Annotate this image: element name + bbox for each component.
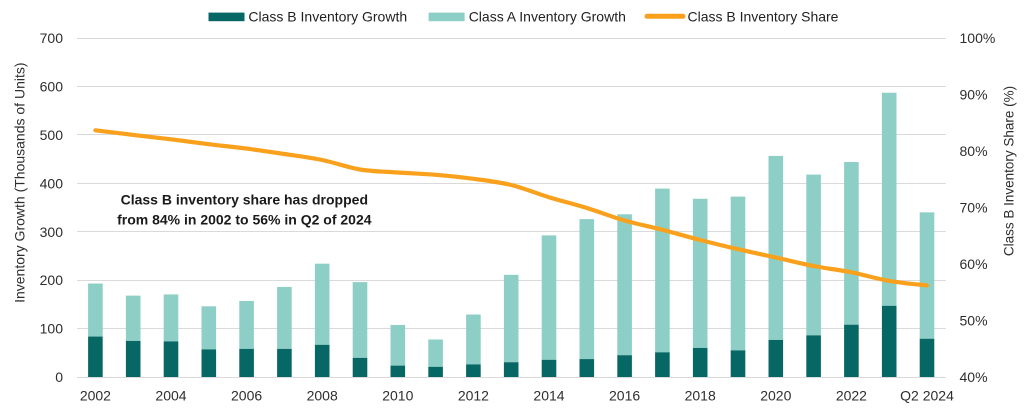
svg-text:50%: 50% [960,313,988,329]
svg-text:2006: 2006 [231,388,262,404]
svg-text:40%: 40% [960,369,988,385]
svg-text:2002: 2002 [80,388,111,404]
svg-text:2010: 2010 [382,388,413,404]
svg-text:from 84% in 2002 to 56% in Q2: from 84% in 2002 to 56% in Q2 of 2024 [117,211,372,227]
svg-text:Inventory Growth (Thousands of: Inventory Growth (Thousands of Units) [12,62,28,302]
svg-text:60%: 60% [960,256,988,272]
svg-text:500: 500 [40,127,64,143]
svg-text:80%: 80% [960,143,988,159]
svg-text:Class B inventory share has dr: Class B inventory share has dropped [121,191,368,207]
svg-text:2020: 2020 [760,388,791,404]
svg-text:2014: 2014 [533,388,564,404]
svg-text:2018: 2018 [685,388,716,404]
svg-text:2016: 2016 [609,388,640,404]
svg-text:Class B Inventory Growth: Class B Inventory Growth [248,9,407,25]
svg-text:90%: 90% [960,87,988,103]
svg-text:Class B Inventory Share (%): Class B Inventory Share (%) [1002,86,1017,256]
svg-text:2012: 2012 [458,388,489,404]
svg-text:2008: 2008 [307,388,338,404]
svg-text:300: 300 [40,224,64,240]
svg-text:100: 100 [40,321,64,337]
svg-text:2022: 2022 [836,388,867,404]
svg-text:70%: 70% [960,200,988,216]
svg-text:Q2 2024: Q2 2024 [900,388,954,404]
svg-text:400: 400 [40,175,64,191]
svg-text:Class A Inventory Growth: Class A Inventory Growth [469,9,626,25]
svg-text:Class B Inventory Share: Class B Inventory Share [688,9,839,25]
svg-text:0: 0 [55,369,63,385]
svg-text:600: 600 [40,79,64,95]
svg-text:700: 700 [40,30,64,46]
svg-text:100%: 100% [960,30,996,46]
svg-text:200: 200 [40,272,64,288]
svg-text:2004: 2004 [155,388,186,404]
